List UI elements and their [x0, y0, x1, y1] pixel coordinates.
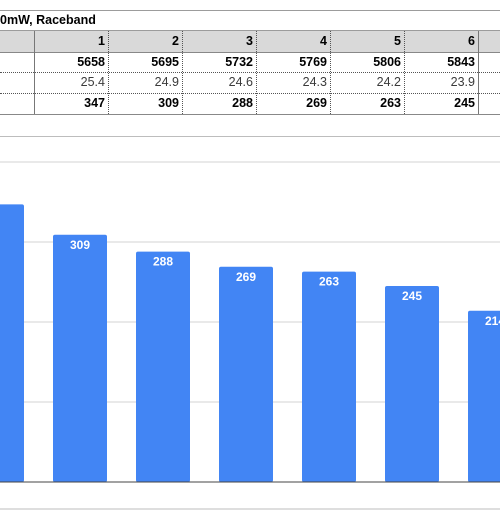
row1-cell-4[interactable]: 5769 [299, 55, 327, 69]
chart-bar[interactable] [0, 204, 24, 482]
bar-data-label: 288 [153, 255, 173, 269]
spreadsheet: 0mW, Raceband 1 2 3 4 5 6 5658 5695 5732… [0, 0, 500, 130]
row1-cell-1[interactable]: 5658 [77, 55, 105, 69]
header-cell-2[interactable]: 2 [172, 34, 179, 48]
chart-bar[interactable] [53, 234, 107, 482]
chart-bar[interactable] [468, 310, 500, 482]
row3-cell-3[interactable]: 288 [232, 96, 253, 110]
row1-cell-3[interactable]: 5732 [225, 55, 253, 69]
row2-cell-1[interactable]: 25.4 [80, 75, 105, 89]
chart-border [0, 136, 500, 137]
row2-cell-0[interactable] [0, 72, 34, 92]
chart-bar[interactable] [219, 266, 273, 482]
grid-divider [0, 52, 500, 53]
row3-cell-5[interactable]: 263 [380, 96, 401, 110]
sheet-title[interactable]: 0mW, Raceband [0, 13, 96, 27]
bar-data-label: 245 [402, 289, 422, 303]
sheet-title-row: 0mW, Raceband [0, 10, 500, 31]
row1-cell-5[interactable]: 5806 [373, 55, 401, 69]
row1-cell-6[interactable]: 5843 [447, 55, 475, 69]
header-cell-0[interactable] [0, 31, 34, 52]
frequency-row: 5658 5695 5732 5769 5806 5843 [0, 52, 500, 72]
grid-divider [182, 31, 183, 114]
bar-data-label: 309 [70, 238, 90, 252]
header-cell-4[interactable]: 4 [320, 34, 327, 48]
row3-cell-2[interactable]: 309 [158, 96, 179, 110]
bar-data-label: 263 [319, 275, 339, 289]
grid-divider [0, 93, 500, 94]
grid-divider [0, 114, 500, 115]
row1-cell-0[interactable] [0, 52, 34, 72]
row2-cell-5[interactable]: 24.2 [376, 75, 401, 89]
grid-divider [0, 72, 500, 73]
row3-cell-1[interactable]: 347 [84, 96, 105, 110]
bar-data-label: 269 [236, 270, 256, 284]
chart-canvas: 309 288 269 263 245 214 [0, 161, 500, 510]
grid-divider [478, 31, 479, 114]
row3-cell-4[interactable]: 269 [306, 96, 327, 110]
measurement-row: 25.4 24.9 24.6 24.3 24.2 23.9 [0, 72, 500, 92]
grid-divider [330, 31, 331, 114]
grid-divider [256, 31, 257, 114]
header-cell-5[interactable]: 5 [394, 34, 401, 48]
row1-cell-2[interactable]: 5695 [151, 55, 179, 69]
chart-bar[interactable] [136, 251, 190, 482]
bar-chart[interactable]: 309 288 269 263 245 214 [0, 137, 500, 520]
header-cell-6[interactable]: 6 [468, 34, 475, 48]
header-cell-1[interactable]: 1 [98, 34, 105, 48]
header-cell-3[interactable]: 3 [246, 34, 253, 48]
grid-divider [34, 31, 35, 114]
chart-bar[interactable] [302, 271, 356, 482]
row3-cell-0[interactable] [0, 93, 34, 113]
row2-cell-6[interactable]: 23.9 [450, 75, 475, 89]
bar-data-label: 214 [485, 314, 500, 328]
row2-cell-3[interactable]: 24.6 [228, 75, 253, 89]
row2-cell-2[interactable]: 24.9 [154, 75, 179, 89]
value-row: 347 309 288 269 263 245 [0, 93, 500, 113]
header-row: 1 2 3 4 5 6 [0, 31, 500, 52]
chart-bar[interactable] [385, 286, 439, 482]
grid-divider [404, 31, 405, 114]
grid-divider [108, 31, 109, 114]
row3-cell-6[interactable]: 245 [454, 96, 475, 110]
row2-cell-4[interactable]: 24.3 [302, 75, 327, 89]
